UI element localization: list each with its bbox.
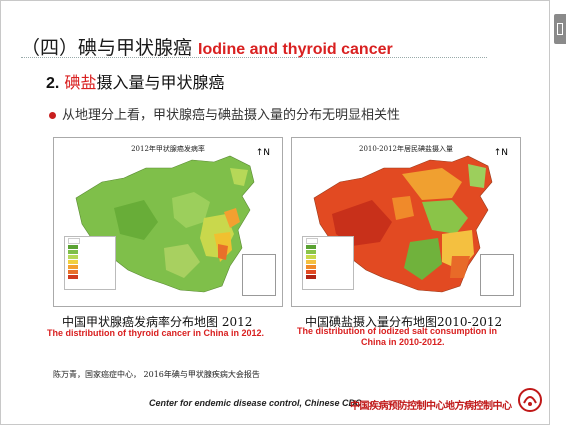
bullet-text: 从地理分上看，甲状腺癌与碘盐摄入量的分布无明显相关性	[62, 108, 401, 123]
subheading: 2. 碘盐摄入量与甲状腺癌	[46, 69, 224, 93]
bullet-line: 从地理分上看，甲状腺癌与碘盐摄入量的分布无明显相关性	[49, 104, 400, 123]
legend-swatch	[68, 265, 78, 269]
legend-swatch	[306, 275, 316, 279]
slide-frame: （四）碘与甲状腺癌 Iodine and thyroid cancer 2. 碘盐…	[0, 0, 550, 425]
legend-swatch	[68, 275, 78, 279]
cdc-logo-icon	[518, 388, 542, 412]
map1-inset	[242, 254, 276, 296]
map2-title: 2010-2012年居民碘盐摄入量	[359, 145, 453, 153]
legend-swatch	[68, 238, 80, 244]
map2-inset	[480, 254, 514, 296]
sub-rest: 摄入量与甲状腺癌	[96, 73, 225, 92]
reference-note: 陈万青，国家癌症中心， 2016年碘与甲状腺疾病大会报告	[53, 370, 260, 379]
footer-en: Center for endemic disease control, Chin…	[149, 398, 362, 408]
thyroid-cancer-map: 2012年甲状腺癌发病率 ↑N	[53, 137, 283, 307]
map2-caption-en-1: The distribution of iodized salt consump…	[297, 326, 497, 336]
legend-swatch	[68, 250, 78, 254]
legend-swatch	[68, 260, 78, 264]
map2-caption-en-2: China in 2010-2012.	[361, 337, 445, 347]
legend-swatch	[306, 245, 316, 249]
map1-caption-en: The distribution of thyroid cancer in Ch…	[47, 328, 265, 338]
china-map-thyroid	[75, 155, 255, 293]
sub-red: 碘盐	[64, 73, 97, 92]
compass-icon: ↑N	[493, 148, 508, 158]
legend-swatch	[306, 255, 316, 259]
bullet-dot-icon	[49, 112, 56, 119]
legend-swatch	[306, 270, 316, 274]
map2-caption-cn: 中国碘盐摄入量分布地图2010-2012	[305, 315, 503, 329]
slide-heading: （四）碘与甲状腺癌 Iodine and thyroid cancer	[21, 33, 393, 63]
legend-swatch	[306, 265, 316, 269]
compass-icon: ↑N	[255, 148, 270, 158]
legend-swatch	[306, 250, 316, 254]
china-map-salt	[313, 155, 493, 293]
footer-cn: 中国疾病预防控制中心地方病控制中心	[350, 401, 512, 412]
map1-caption-cn: 中国甲状腺癌发病率分布地图 2012	[62, 315, 253, 329]
iodized-salt-map: 2010-2012年居民碘盐摄入量 ↑N	[291, 137, 521, 307]
map2-legend	[302, 236, 354, 290]
legend-swatch	[306, 238, 318, 244]
heading-en: Iodine and thyroid cancer	[198, 41, 393, 58]
sub-number: 2.	[46, 75, 60, 92]
map1-title: 2012年甲状腺癌发病率	[131, 145, 205, 153]
legend-swatch	[306, 260, 316, 264]
map1-legend	[64, 236, 116, 290]
heading-cn: （四）碘与甲状腺癌	[21, 37, 193, 59]
legend-swatch	[68, 245, 78, 249]
legend-swatch	[68, 255, 78, 259]
side-tab-icon[interactable]	[554, 14, 566, 44]
heading-rule	[21, 57, 487, 58]
legend-swatch	[68, 270, 78, 274]
